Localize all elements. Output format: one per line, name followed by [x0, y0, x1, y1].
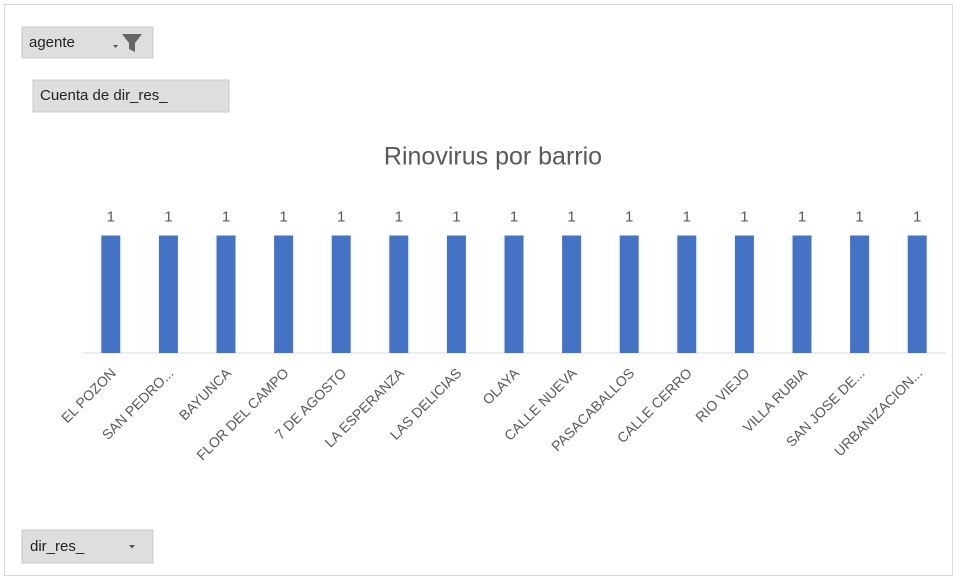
filter-button[interactable]: agente: [21, 26, 154, 59]
data-label: 1: [567, 208, 575, 225]
bar: [446, 235, 466, 353]
chart-title: Rinovirus por barrio: [384, 143, 602, 171]
bar: [101, 235, 121, 353]
bar: [504, 235, 524, 353]
bar: [216, 235, 236, 353]
value-button[interactable]: Cuenta de dir_res_: [32, 79, 230, 113]
data-label: 1: [395, 208, 403, 225]
axis-button[interactable]: dir_res_: [21, 529, 154, 564]
data-label: 1: [452, 208, 460, 225]
button-label: Cuenta de dir_res_: [40, 87, 168, 104]
data-label: 1: [510, 208, 518, 225]
bar: [850, 235, 870, 353]
data-label: 1: [740, 208, 748, 225]
bar: [562, 235, 582, 353]
data-label: 1: [164, 208, 172, 225]
bar: [331, 235, 351, 353]
button-label: agente: [29, 34, 75, 51]
filter-icon: [122, 34, 142, 52]
button-bg: [32, 79, 230, 113]
data-label: 1: [279, 208, 287, 225]
bar: [619, 235, 639, 353]
dropdown-icon: [113, 45, 118, 48]
dropdown-icon: [129, 545, 135, 549]
data-label: 1: [625, 208, 633, 225]
bar: [734, 235, 754, 353]
bar: [389, 235, 409, 353]
data-label: 1: [107, 208, 115, 225]
data-label: 1: [798, 208, 806, 225]
bar: [158, 235, 178, 353]
bar: [274, 235, 294, 353]
data-label: 1: [337, 208, 345, 225]
bar: [792, 235, 812, 353]
data-label: 1: [222, 208, 230, 225]
data-label: 1: [913, 208, 921, 225]
data-label: 1: [855, 208, 863, 225]
bar: [677, 235, 697, 353]
button-label: dir_res_: [30, 538, 85, 555]
bar: [907, 235, 927, 353]
data-label: 1: [683, 208, 691, 225]
